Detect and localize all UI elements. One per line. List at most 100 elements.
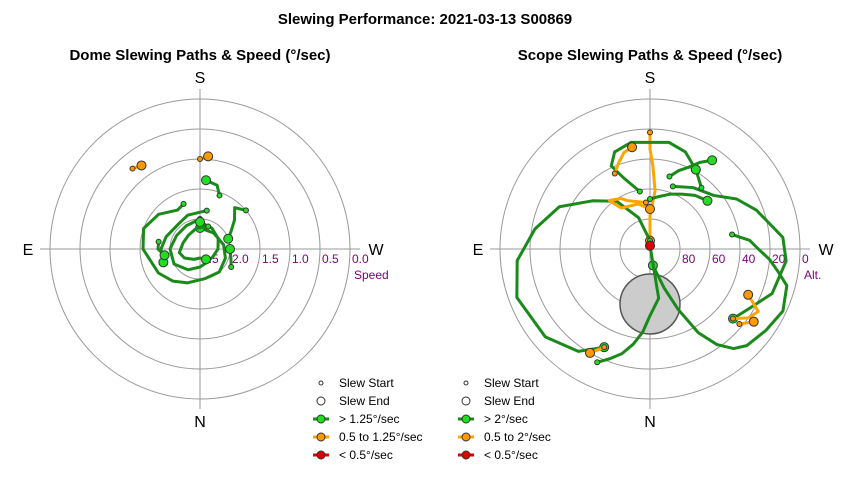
slew-path-fast: [609, 140, 698, 193]
compass-label-bottom: N: [644, 414, 656, 431]
radial-tick-label: 40: [742, 252, 756, 266]
slew-start-marker: [129, 165, 136, 172]
dome-legend: Slew Start Slew End > 1.25°/sec 0.5 to 1.25…: [313, 376, 423, 462]
dome-panel-title: Dome Slewing Paths & Speed (°/sec): [69, 47, 330, 64]
legend-swatch-fast: [458, 414, 474, 424]
slew-start-marker: [729, 315, 736, 322]
slew-start-marker: [594, 359, 601, 366]
slew-start-marker: [180, 200, 187, 207]
legend-label-medium: 0.5 to 2°/sec: [484, 430, 551, 444]
legend-swatch-end: [461, 396, 471, 406]
compass-label-right: W: [368, 242, 384, 259]
slew-start-marker: [647, 129, 653, 136]
slew-path-fast: [651, 233, 789, 351]
slew-end-marker: [702, 195, 713, 206]
radial-axis-label: Alt.: [804, 268, 821, 282]
legend-swatch-start: [463, 380, 469, 386]
slew-path-fast: [515, 199, 652, 353]
slew-start-marker: [698, 184, 705, 191]
legend-swatch-slow: [458, 450, 474, 460]
slew-end-marker: [225, 244, 235, 254]
slew-start-marker: [611, 170, 618, 177]
legend-label-end: Slew End: [339, 394, 390, 408]
slew-start-marker: [242, 207, 249, 214]
slew-start-marker: [666, 173, 673, 180]
radial-tick-label: 0.5: [322, 252, 339, 266]
slew-end-marker: [195, 217, 205, 227]
slew-end-marker: [203, 151, 214, 162]
radial-tick-label: 20: [772, 252, 786, 266]
pole-exclusion-zone: [619, 273, 681, 335]
figure-title: Slewing Performance: 2021-03-13 S00869: [278, 11, 572, 28]
scope-panel-title: Scope Slewing Paths & Speed (°/sec): [518, 47, 782, 64]
slew-start-marker: [205, 223, 212, 230]
slew-path-medium: [607, 196, 651, 211]
slew-path-fast: [168, 217, 220, 272]
slew-path-fast: [226, 206, 247, 240]
slew-start-marker: [216, 192, 223, 199]
slew-path-fast: [649, 192, 709, 203]
radial-tick-label: 80: [682, 252, 696, 266]
legend-label-slow: < 0.5°/sec: [484, 448, 538, 462]
slew-path-fast: [596, 245, 661, 364]
scope-slewing-panel: Scope Slewing Paths & Speed (°/sec) S N E W…: [473, 47, 835, 431]
radial-tick-label: 0: [802, 252, 809, 266]
legend-label-start: Slew Start: [339, 376, 394, 390]
compass-label-left: E: [473, 242, 484, 259]
compass-label-bottom: N: [194, 414, 206, 431]
legend-label-fast: > 1.25°/sec: [339, 412, 400, 426]
slew-path-fast: [141, 202, 227, 285]
radial-axis-label: Speed: [354, 268, 389, 282]
slew-path-fast: [668, 158, 713, 178]
slew-end-marker: [645, 204, 655, 214]
slew-start-marker: [203, 207, 210, 214]
slew-start-marker: [669, 183, 676, 190]
slew-end-marker: [136, 160, 147, 171]
slew-end-marker: [201, 175, 212, 186]
legend-label-medium: 0.5 to 1.25°/sec: [339, 430, 423, 444]
slew-start-marker: [642, 199, 649, 206]
radial-tick-label: 1.5: [262, 252, 279, 266]
legend-label-start: Slew Start: [484, 376, 539, 390]
radial-tick-label: 2.0: [232, 252, 249, 266]
legend-label-slow: < 0.5°/sec: [339, 448, 393, 462]
slew-start-marker: [155, 238, 162, 245]
scope-legend: Slew Start Slew End > 2°/sec 0.5 to 2°/sec <…: [458, 376, 551, 462]
slew-start-marker: [197, 156, 203, 162]
legend-swatch-medium: [458, 432, 474, 442]
slew-end-marker: [645, 240, 655, 251]
slew-end-marker: [707, 155, 718, 166]
legend-swatch-end: [316, 396, 326, 406]
radial-tick-label: 0.0: [352, 252, 369, 266]
slew-start-marker: [228, 264, 235, 270]
radial-tick-label: 1.0: [292, 252, 309, 266]
legend-label-end: Slew End: [484, 394, 535, 408]
slew-path-fast: [177, 224, 209, 261]
slew-path-fast: [672, 184, 788, 320]
legend-swatch-medium: [313, 432, 329, 442]
dome-slewing-panel: Dome Slewing Paths & Speed (°/sec) S N E W 2…: [23, 47, 389, 431]
slew-end-marker: [743, 289, 754, 300]
slew-start-marker: [736, 320, 743, 327]
compass-label-left: E: [23, 242, 34, 259]
legend-swatch-slow: [313, 450, 329, 460]
compass-label-top: S: [195, 70, 206, 87]
legend-swatch-fast: [313, 414, 329, 424]
slew-end-marker: [585, 347, 595, 358]
slew-end-marker: [201, 254, 211, 265]
slew-start-marker: [601, 344, 608, 351]
radial-tick-label: 60: [712, 252, 726, 266]
slew-start-marker: [636, 188, 643, 195]
slew-end-marker: [748, 316, 759, 327]
slew-end-marker: [223, 233, 234, 244]
slew-start-marker: [729, 231, 736, 238]
compass-label-right: W: [818, 242, 834, 259]
slew-end-marker: [159, 250, 170, 261]
slew-start-marker: [647, 196, 653, 202]
slew-path-medium: [648, 132, 657, 241]
slew-end-marker: [627, 142, 638, 153]
legend-label-fast: > 2°/sec: [484, 412, 528, 426]
compass-label-top: S: [645, 70, 656, 87]
legend-swatch-start: [318, 380, 324, 386]
